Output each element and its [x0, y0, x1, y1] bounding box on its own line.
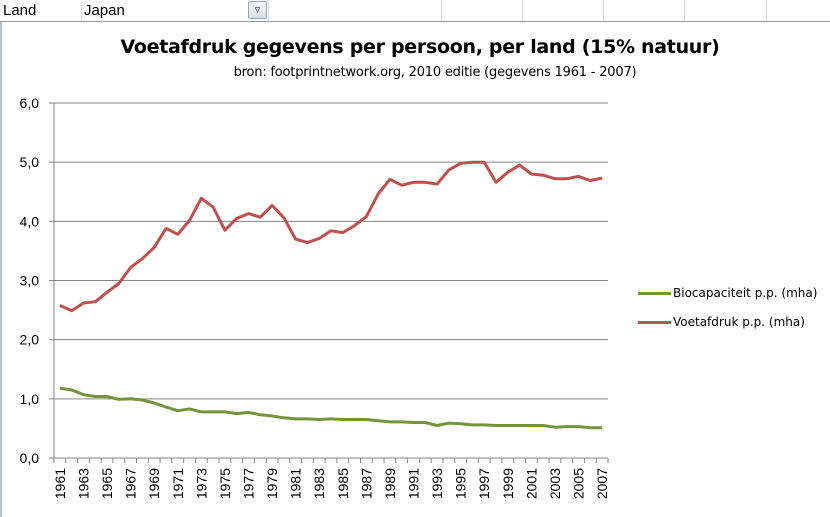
series-line-voetafdruk [59, 160, 603, 313]
x-tick-label: 1975 [217, 468, 233, 499]
legend: Biocapaciteit p.p. (mha) Voetafdruk p.p.… [638, 284, 817, 342]
legend-swatch [638, 320, 671, 324]
x-tick-label: 1983 [311, 468, 327, 499]
x-tick-label: 1981 [288, 468, 304, 499]
x-tick-label: 2007 [594, 468, 610, 499]
series-line-biocapaciteit [59, 386, 603, 430]
x-tick-label: 1985 [335, 468, 351, 499]
x-tick-label: 1989 [382, 468, 398, 499]
filter-label: Land [3, 2, 37, 19]
cell-divider [603, 0, 604, 21]
x-tick-label: 1971 [170, 468, 186, 499]
legend-item-voetafdruk: Voetafdruk p.p. (mha) [638, 313, 817, 331]
cell-divider [441, 0, 442, 21]
filter-value-cell[interactable]: Japan [84, 2, 125, 19]
chart-frame-edge [0, 22, 2, 517]
x-tick-label: 1995 [453, 468, 469, 499]
x-tick-label: 1965 [99, 468, 115, 499]
cell-divider [684, 0, 685, 21]
legend-label: Voetafdruk p.p. (mha) [673, 315, 805, 329]
x-tick-label: 1967 [123, 468, 139, 499]
y-tick-label: 3,0 [20, 273, 40, 289]
x-tick-label: 1987 [358, 468, 374, 499]
cell-divider [81, 0, 82, 21]
y-tick-label: 0,0 [20, 450, 40, 466]
x-tick-label: 1997 [476, 468, 492, 499]
cell-divider [268, 0, 269, 21]
x-tick-label: 1991 [406, 468, 422, 499]
legend-item-biocapaciteit: Biocapaciteit p.p. (mha) [638, 284, 817, 302]
x-tick-label: 1969 [146, 468, 162, 499]
x-tick-label: 1963 [75, 468, 91, 499]
x-tick-label: 1961 [52, 468, 68, 499]
y-tick-label: 4,0 [20, 213, 40, 229]
x-tick-label: 1999 [500, 468, 516, 499]
y-tick-label: 1,0 [20, 391, 40, 407]
chart-subtitle: bron: footprintnetwork.org, 2010 editie … [233, 65, 637, 80]
filter-row: Land Japan ▿ [0, 0, 830, 22]
chart-title: Voetafdruk gegevens per persoon, per lan… [120, 36, 720, 58]
y-tick-label: 2,0 [20, 332, 40, 348]
y-tick-label: 6,0 [20, 95, 40, 111]
x-tick-label: 1979 [264, 468, 280, 499]
legend-label: Biocapaciteit p.p. (mha) [673, 286, 818, 300]
y-tick-label: 5,0 [20, 154, 40, 170]
x-tick-label: 1973 [193, 468, 209, 499]
cell-divider [766, 0, 767, 21]
legend-swatch [638, 291, 671, 295]
x-tick-label: 2001 [523, 468, 539, 499]
x-tick-label: 1993 [429, 468, 445, 499]
x-tick-label: 2005 [571, 468, 587, 499]
x-tick-label: 2003 [547, 468, 563, 499]
filter-dropdown-icon[interactable]: ▿ [248, 1, 267, 19]
cell-divider [522, 0, 523, 21]
x-tick-label: 1977 [240, 468, 256, 499]
